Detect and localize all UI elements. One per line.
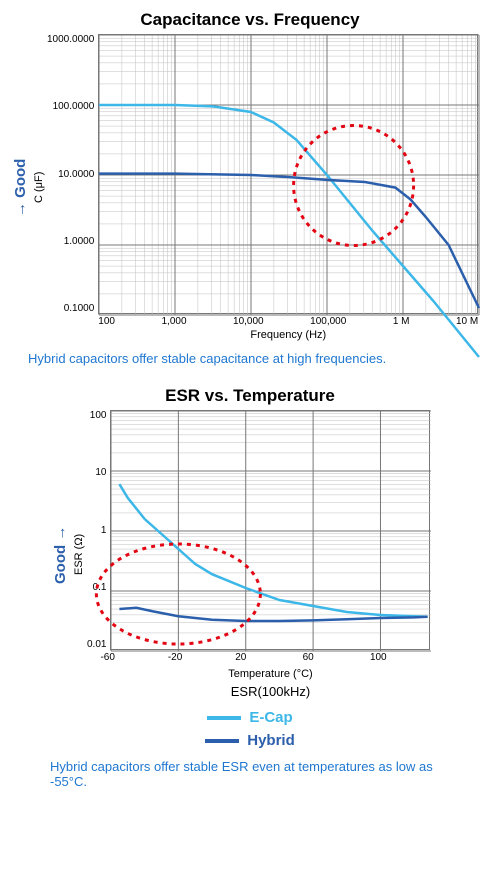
chart1-plot: [98, 34, 478, 314]
esr-vs-temp-chart: ESR vs. Temperature Good → ESR (Ω) 10010…: [10, 386, 490, 699]
legend-label: Hybrid: [247, 732, 295, 749]
chart1-title: Capacitance vs. Frequency: [10, 10, 490, 30]
chart2-x-ticks: -60-202060100: [110, 652, 430, 666]
chart1-caption: Hybrid capacitors offer stable capacitan…: [28, 351, 490, 366]
legend-swatch: [207, 716, 241, 720]
chart2-title: ESR vs. Temperature: [10, 386, 490, 406]
chart1-y-ticks: 1000.0000100.000010.00001.00000.1000: [47, 34, 98, 314]
cap-vs-freq-chart: Capacitance vs. Frequency → Good C (μF) …: [10, 10, 490, 366]
chart2-caption: Hybrid capacitors offer stable ESR even …: [50, 759, 450, 789]
legend-item: Hybrid: [205, 732, 295, 749]
chart2-y-label: ESR (Ω): [71, 410, 87, 699]
legend: E-Cap Hybrid: [10, 709, 490, 749]
chart1-x-ticks: 1001,00010,000100,0001 M10 M: [98, 316, 478, 327]
chart2-sublabel: ESR(100kHz): [110, 684, 430, 699]
chart1-good-label: → Good: [10, 34, 31, 341]
chart2-plot: [110, 410, 430, 650]
chart1-y-label: C (μF): [31, 34, 47, 341]
chart2-good-label: Good →: [50, 410, 71, 699]
legend-swatch: [205, 739, 239, 743]
chart2-y-ticks: 1001010.10.01: [87, 410, 110, 650]
chart1-x-label: Frequency (Hz): [98, 329, 478, 341]
chart2-x-label: Temperature (°C): [110, 668, 430, 680]
legend-item: E-Cap: [207, 709, 292, 726]
legend-label: E-Cap: [249, 709, 292, 726]
